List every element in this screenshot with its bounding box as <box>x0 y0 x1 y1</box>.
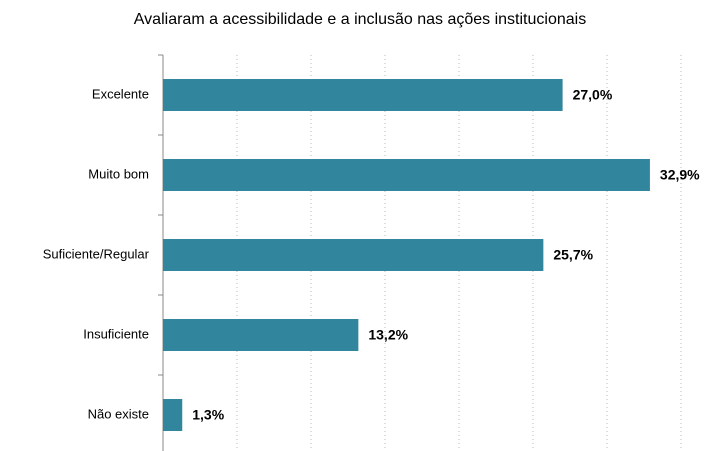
bar <box>163 319 359 351</box>
value-label: 25,7% <box>553 247 593 263</box>
bar <box>163 399 183 431</box>
value-label: 13,2% <box>368 327 408 343</box>
chart-title: Avaliaram a acessibilidade e a inclusão … <box>134 11 586 28</box>
bar <box>163 159 650 191</box>
value-label: 32,9% <box>660 167 700 183</box>
y-tick-label: Excelente <box>92 86 149 101</box>
y-tick-label: Não existe <box>88 406 149 421</box>
y-tick-label: Insuficiente <box>83 326 149 341</box>
bar <box>163 239 544 271</box>
y-tick-label: Suficiente/Regular <box>43 246 150 261</box>
value-label: 1,3% <box>192 407 224 423</box>
bar <box>163 79 563 111</box>
y-tick-label: Muito bom <box>88 166 149 181</box>
value-label: 27,0% <box>573 87 613 103</box>
